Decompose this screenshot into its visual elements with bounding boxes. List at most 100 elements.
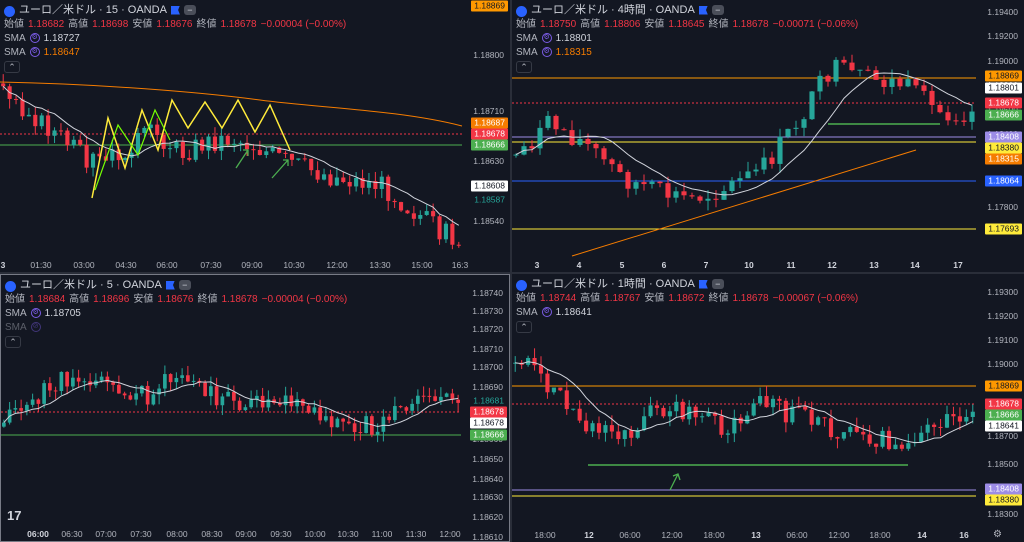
ohlc-row: 始値 1.18750 高値 1.18806 安値 1.18645 終値 1.18678 −0.0… — [516, 18, 859, 30]
candle-body — [110, 149, 115, 161]
candle-body — [76, 377, 81, 382]
candle-body — [140, 385, 144, 394]
candlestick-plot[interactable] — [1, 275, 509, 541]
collapse-icon[interactable]: − — [178, 280, 191, 290]
price-tick: 1.18740 — [472, 288, 503, 298]
candle-body — [392, 200, 397, 203]
collapse-icon[interactable]: − — [711, 279, 724, 289]
candlestick-plot[interactable] — [512, 274, 1024, 542]
time-tick: 7 — [703, 260, 709, 270]
candle-body — [590, 423, 595, 432]
tradingview-logo[interactable]: 17 — [7, 508, 22, 523]
symbol-logo-icon — [4, 5, 15, 17]
candle-body — [513, 154, 519, 156]
time-tick: 14 — [910, 260, 920, 270]
candle-body — [456, 399, 460, 403]
symbol-title[interactable]: ユーロ／米ドル · 15 · OANDA — [19, 3, 167, 16]
symbol-title[interactable]: ユーロ／米ドル · 4時間 · OANDA — [531, 3, 695, 16]
price-axis[interactable]: 1.18800 1.18710 1.18630 1.18540 — [462, 0, 510, 272]
symbol-title[interactable]: ユーロ／米ドル · 1時間 · OANDA — [531, 277, 695, 290]
sma-settings-icon[interactable]: ⚙ — [541, 307, 552, 317]
sma-settings-icon[interactable]: ⚙ — [541, 33, 552, 43]
chart-pane-5min[interactable]: ユーロ／米ドル · 5 · OANDA − 始値 1.18684 高値 1.18696 安… — [0, 274, 510, 542]
candle-body — [681, 191, 687, 196]
candlestick-plot[interactable] — [512, 0, 1024, 272]
sma-settings-icon[interactable]: ⚙ — [29, 47, 40, 57]
candle-body — [865, 69, 871, 71]
sma-row[interactable]: SMA ⚙ 1.18705 — [5, 307, 81, 319]
sma-row[interactable]: SMA ⚙ 1.18801 — [516, 32, 592, 44]
candle-body — [867, 434, 872, 444]
candle-body — [257, 149, 262, 156]
candle-body — [375, 431, 380, 435]
legend-toggle-icon[interactable]: ⌃ — [4, 61, 20, 73]
candle-body — [99, 376, 104, 381]
candle-body — [770, 398, 776, 408]
candle-body — [354, 177, 359, 187]
time-axis[interactable]: 3 4 5 6 7 10 11 12 13 14 17 — [512, 258, 976, 272]
chart-legend: ユーロ／米ドル · 4時間 · OANDA − 始値 1.18750 高値 1.1880… — [516, 3, 858, 74]
time-tick: 09:00 — [235, 529, 257, 539]
sma-row[interactable]: SMA ⚙ 1.18647 — [4, 46, 80, 58]
sma-row[interactable]: SMA ⚙ 1.18641 — [516, 306, 592, 318]
price-tick: 1.18540 — [473, 216, 504, 226]
flag-icon[interactable] — [170, 5, 180, 15]
candle-body — [897, 78, 903, 87]
sma-settings-icon[interactable]: ⚙ — [541, 47, 552, 57]
candle-body — [625, 172, 631, 189]
price-label: 1.18666 — [471, 139, 508, 151]
flag-icon[interactable] — [698, 5, 708, 15]
candle-body — [387, 416, 391, 421]
price-label: 1.18641 — [985, 420, 1022, 432]
candle-body — [439, 396, 443, 401]
candlestick-plot[interactable] — [0, 0, 510, 272]
candle-body — [116, 149, 121, 161]
time-tick: 10:00 — [304, 529, 326, 539]
candle-body — [117, 384, 121, 394]
sma-long-line — [0, 81, 463, 127]
candle-body — [39, 115, 44, 127]
sma-row[interactable]: SMA ⚙ 1.18315 — [516, 46, 592, 58]
sma-settings-icon[interactable]: ⚙ — [29, 33, 40, 43]
legend-toggle-icon[interactable]: ⌃ — [516, 321, 532, 333]
candle-body — [667, 411, 672, 417]
price-tick: 1.18730 — [472, 306, 503, 316]
gear-icon[interactable]: ⚙ — [993, 529, 1002, 540]
chart-pane-4h[interactable]: ユーロ／米ドル · 4時間 · OANDA − 始値 1.18750 高値 1.1880… — [512, 0, 1024, 272]
candle-body — [418, 214, 423, 219]
candle-body — [551, 387, 556, 393]
eye-hidden-icon[interactable]: ⊘ — [30, 322, 41, 332]
candle-body — [148, 124, 153, 128]
candle-body — [249, 399, 253, 408]
sma-row[interactable]: SMA ⊘ — [5, 320, 347, 334]
candle-body — [680, 401, 685, 420]
candle-body — [444, 393, 449, 397]
sma-settings-icon[interactable]: ⚙ — [30, 308, 41, 318]
chart-pane-1h[interactable]: ユーロ／米ドル · 1時間 · OANDA − 始値 1.18744 高値 1.1876… — [512, 274, 1024, 542]
candle-body — [649, 181, 655, 185]
candle-body — [777, 136, 783, 164]
price-label: 1.17693 — [985, 223, 1022, 235]
symbol-title[interactable]: ユーロ／米ドル · 5 · OANDA — [20, 278, 162, 291]
candle-body — [809, 91, 815, 120]
time-axis[interactable]: 3 01:30 03:00 04:30 06:00 07:30 09:00 10:30 12:0… — [0, 258, 469, 272]
time-axis[interactable]: 18:00 12 06:00 12:00 18:00 13 06:00 12:00 18:00 1… — [512, 528, 976, 542]
chart-pane-15min[interactable]: ユーロ／米ドル · 15 · OANDA − 始値 1.18682 高値 1.18698… — [0, 0, 510, 272]
flag-icon[interactable] — [165, 280, 175, 290]
candle-body — [405, 210, 410, 214]
price-tick: 1.19200 — [987, 311, 1018, 321]
candle-body — [191, 380, 196, 382]
price-tick: 1.19000 — [987, 56, 1018, 66]
collapse-icon[interactable]: − — [711, 5, 724, 15]
time-axis[interactable]: 06:00 06:30 07:00 07:30 08:00 08:30 09:00 09:30… — [1, 527, 461, 541]
time-tick: 11:30 — [405, 529, 427, 539]
arrow-icon — [271, 159, 289, 179]
collapse-icon[interactable]: − — [183, 5, 196, 15]
time-tick: 16 — [959, 530, 969, 540]
legend-toggle-icon[interactable]: ⌃ — [516, 61, 532, 73]
flag-icon[interactable] — [698, 279, 708, 289]
candle-body — [142, 127, 147, 134]
legend-toggle-icon[interactable]: ⌃ — [5, 336, 21, 348]
sma-row[interactable]: SMA ⚙ 1.18727 — [4, 32, 80, 44]
candle-body — [700, 416, 705, 418]
